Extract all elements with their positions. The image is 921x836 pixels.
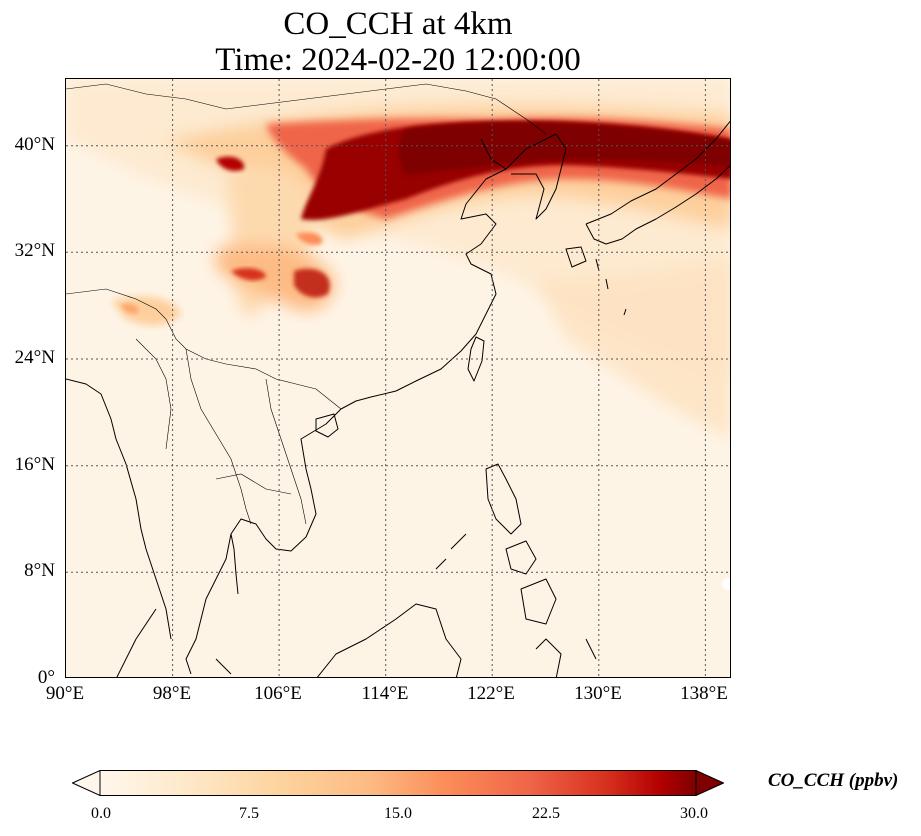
lat-tick-16n: 16°N xyxy=(14,454,55,475)
missing-data-patch xyxy=(722,578,730,590)
lat-tick-32n: 32°N xyxy=(14,240,55,261)
gulf-thailand-coast xyxy=(230,533,239,595)
colorbar-extend-max xyxy=(695,770,724,796)
border-china-north xyxy=(66,83,547,135)
mindanao xyxy=(520,578,557,625)
lat-tick-8n: 8°N xyxy=(24,560,55,581)
lon-tick-130e: 130°E xyxy=(574,683,622,704)
coastlines xyxy=(66,120,730,677)
lon-tick-138e: 138°E xyxy=(680,683,728,704)
palawan xyxy=(435,533,467,570)
lat-tick-0: 0° xyxy=(37,667,55,688)
luzon xyxy=(485,463,522,535)
colorbar-gradient xyxy=(100,770,696,796)
colorbar-tick-30: 30.0 xyxy=(680,805,708,822)
plot-title-line1: CO_CCH at 4km xyxy=(283,6,513,42)
taiwan xyxy=(467,336,485,382)
plume-core-dark xyxy=(398,122,730,175)
map-svg xyxy=(66,79,730,677)
sulawesi xyxy=(535,638,597,677)
plume-spot-small xyxy=(296,232,323,245)
kyushu xyxy=(565,246,587,268)
border-cambodia xyxy=(215,473,292,495)
liaodong-korea-coast xyxy=(505,133,567,220)
sichuan-spot-2 xyxy=(294,268,330,298)
indochina-coast xyxy=(185,408,342,675)
border-laos-vietnam xyxy=(265,378,307,525)
lon-tick-106e: 106°E xyxy=(254,683,302,704)
lat-tick-24n: 24°N xyxy=(14,347,55,368)
hainan xyxy=(315,413,339,438)
border-thai-laos xyxy=(185,348,252,525)
colorbar-label: CO_CCH (ppbv) xyxy=(768,770,899,791)
country-borders xyxy=(66,83,547,525)
haze-east xyxy=(536,259,730,439)
gridlines xyxy=(66,79,730,677)
map-panel xyxy=(65,78,731,678)
malay-coast xyxy=(116,608,232,677)
colorbar-outline xyxy=(99,770,697,796)
lon-tick-90e: 90°E xyxy=(45,683,85,704)
plume-west-spot xyxy=(216,156,245,171)
lon-tick-98e: 98°E xyxy=(152,683,192,704)
colorbar-extend-min xyxy=(72,770,101,796)
china-coast xyxy=(340,138,507,410)
colorbar xyxy=(72,770,724,796)
border-china-south xyxy=(66,288,342,410)
lon-tick-114e: 114°E xyxy=(361,683,409,704)
myanmar-spot xyxy=(121,303,139,314)
japan-honshu-coast xyxy=(585,120,730,225)
myanmar-coast xyxy=(66,378,172,640)
plot-title-line2: Time: 2024-02-20 12:00:00 xyxy=(215,42,581,78)
lat-tick-40n: 40°N xyxy=(14,134,55,155)
sichuan-spot-1 xyxy=(231,268,266,281)
japan-pacific-coast xyxy=(585,165,730,245)
border-myanmar-thai xyxy=(135,338,172,450)
colorbar-tick-15: 15.0 xyxy=(384,805,412,822)
borneo-coast xyxy=(316,603,462,677)
lon-tick-122e: 122°E xyxy=(467,683,515,704)
colorbar-tick-0: 0.0 xyxy=(91,805,111,822)
visayas xyxy=(505,540,537,575)
colorbar-tick-7-5: 7.5 xyxy=(239,805,259,822)
colorbar-tick-22-5: 22.5 xyxy=(532,805,560,822)
